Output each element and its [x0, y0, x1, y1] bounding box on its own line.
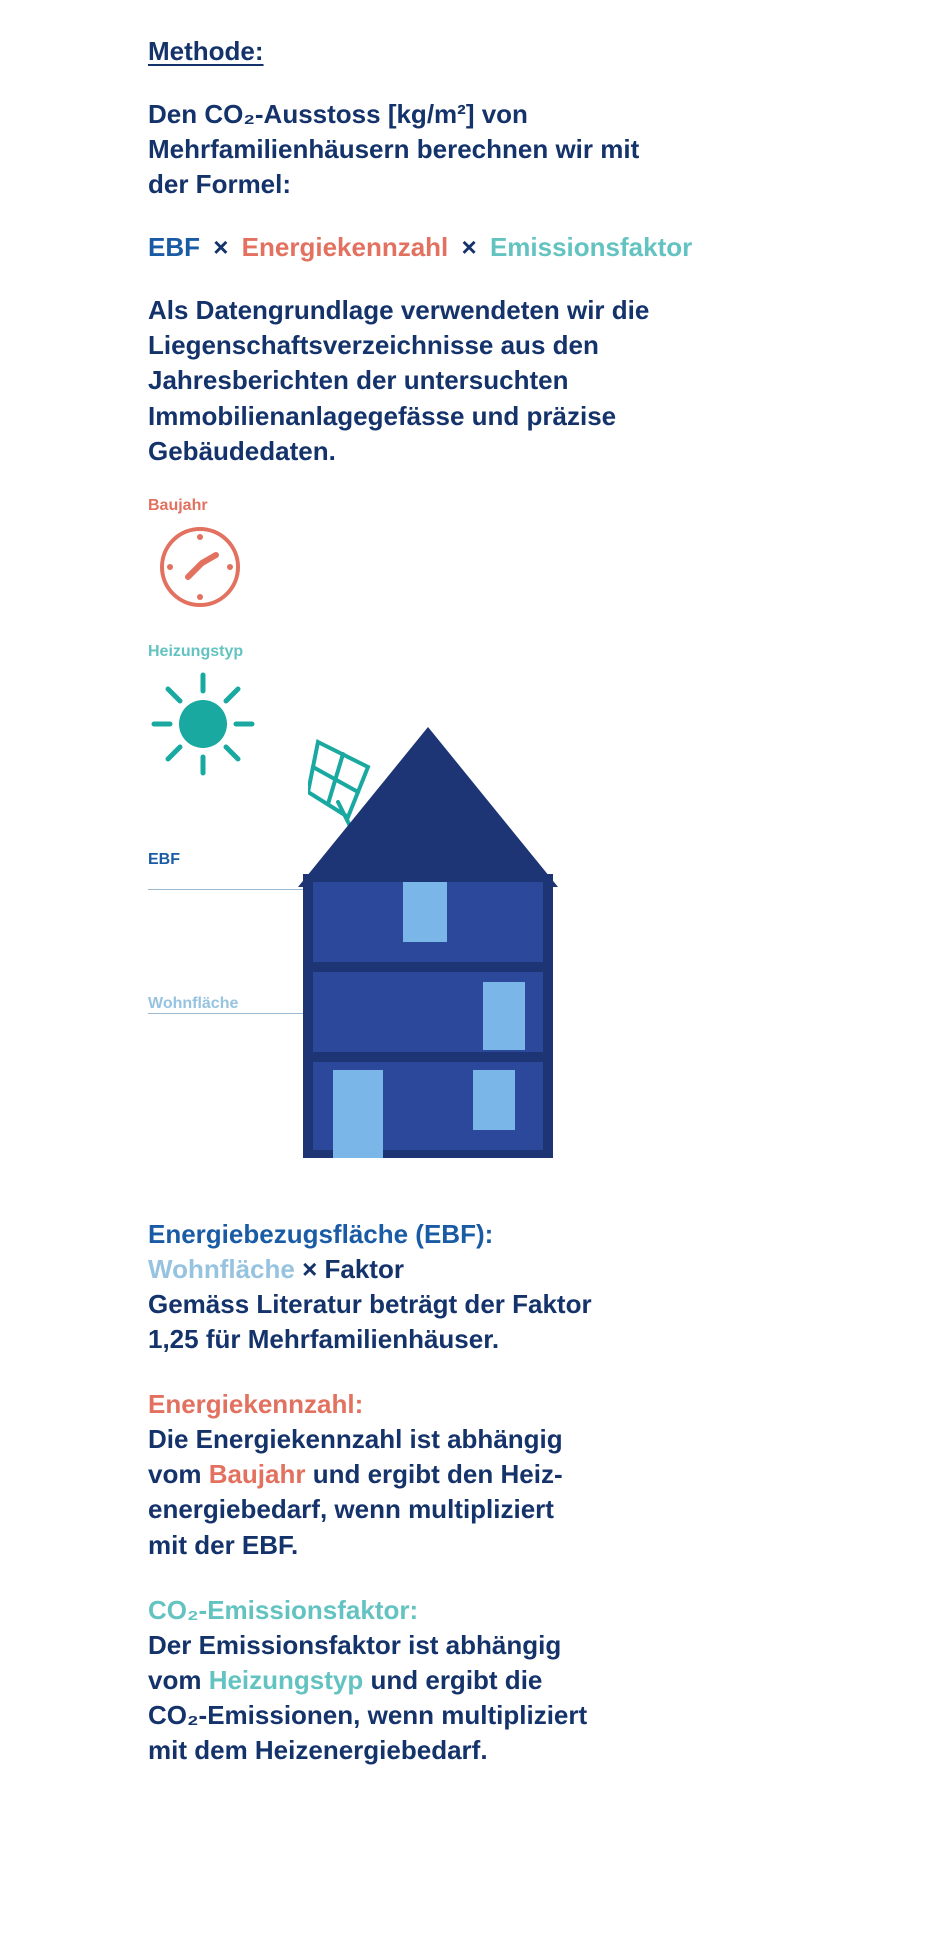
label-wohnflaeche: Wohnfläche	[148, 995, 238, 1013]
house-window	[403, 882, 447, 942]
house-door	[333, 1070, 383, 1158]
page: Methode: Den CO₂-Ausstoss [kg/m²] von Me…	[0, 0, 940, 1848]
house-roof	[298, 727, 558, 887]
house-window	[483, 982, 525, 1050]
highlight-baujahr: Baujahr	[209, 1459, 306, 1489]
definition-ebf-suffix: × Faktor	[295, 1254, 404, 1284]
definition-ek-title: Energiekennzahl:	[148, 1387, 598, 1422]
definition-energiekennzahl: Energiekennzahl: Die Energiekennzahl ist…	[148, 1387, 598, 1562]
highlight-wohnflaeche: Wohnfläche	[148, 1254, 295, 1284]
data-basis-text: Als Datengrundlage verwendeten wir die L…	[148, 293, 678, 468]
house-floor-1	[313, 882, 543, 962]
formula-energiekennzahl: Energiekennzahl	[242, 232, 449, 262]
definition-ebf: Energiebezugsfläche (EBF): Wohnfläche × …	[148, 1217, 598, 1357]
definitions: Energiebezugsfläche (EBF): Wohnfläche × …	[148, 1217, 598, 1768]
heading-methode: Methode:	[148, 36, 940, 67]
definition-ef-body: Der Emissionsfaktor ist abhängig vom Hei…	[148, 1628, 598, 1768]
house-floor-2	[313, 972, 543, 1052]
definition-ebf-body: Wohnfläche × Faktor Gemäss Literatur bet…	[148, 1252, 598, 1357]
formula-op2: ×	[462, 232, 477, 262]
label-heizungstyp: Heizungstyp	[148, 643, 243, 661]
highlight-heizungstyp: Heizungstyp	[209, 1665, 364, 1695]
formula-ebf: EBF	[148, 232, 200, 262]
intro-text: Den CO₂-Ausstoss [kg/m²] von Mehrfamilie…	[148, 97, 678, 202]
house-floor-3	[313, 1062, 543, 1150]
sun-icon	[148, 669, 258, 784]
formula-op1: ×	[213, 232, 228, 262]
definition-ef-title: CO₂-Emissionsfaktor:	[148, 1593, 598, 1628]
label-baujahr: Baujahr	[148, 497, 208, 515]
clock-icon	[158, 525, 242, 614]
house-window	[473, 1070, 515, 1130]
leader-line-ebf	[148, 889, 303, 890]
definition-emissionsfaktor: CO₂-Emissionsfaktor: Der Emissionsfaktor…	[148, 1593, 598, 1768]
house-body	[303, 874, 553, 1158]
definition-ek-body: Die Energiekennzahl ist abhängig vom Bau…	[148, 1422, 598, 1562]
definition-ebf-body2: Gemäss Literatur beträgt der Faktor 1,25…	[148, 1289, 592, 1354]
definition-ebf-title: Energiebezugsfläche (EBF):	[148, 1217, 598, 1252]
formula-emissionsfaktor: Emissionsfaktor	[490, 232, 692, 262]
formula: EBF × Energiekennzahl × Emissionsfaktor	[148, 232, 940, 263]
house-infographic: Baujahr Heizungstyp	[148, 497, 708, 1177]
label-ebf: EBF	[148, 851, 180, 869]
